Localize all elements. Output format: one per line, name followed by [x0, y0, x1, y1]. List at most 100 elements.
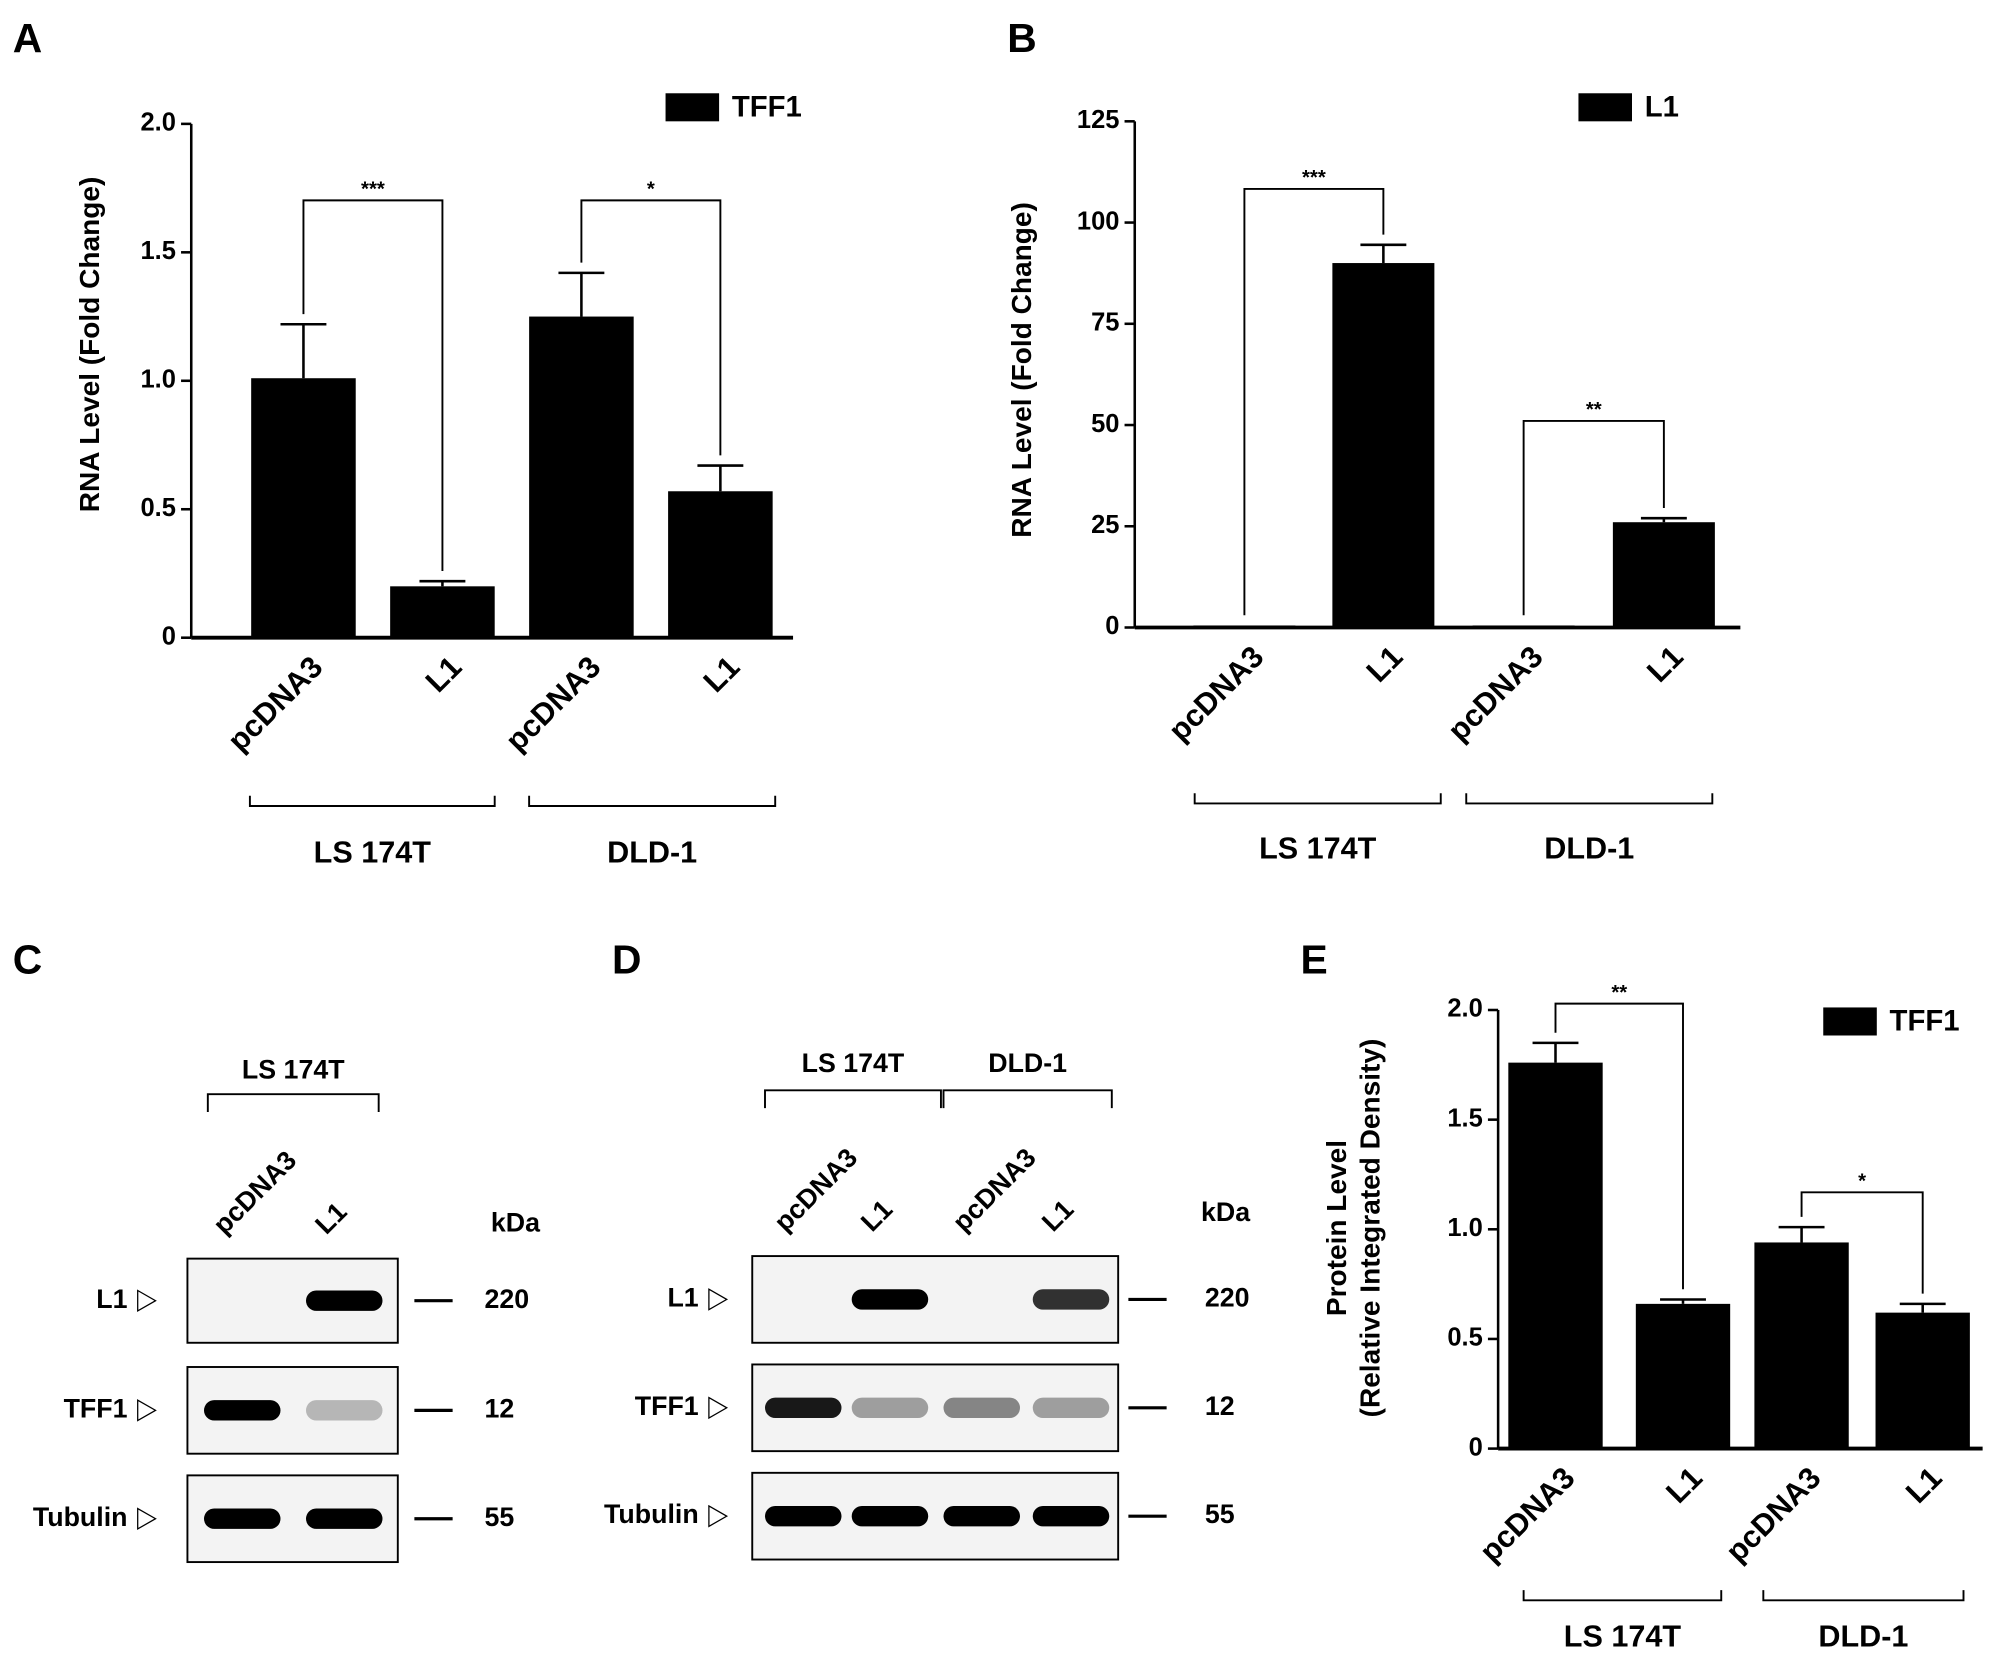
group-bracket: [1193, 793, 1442, 805]
blot-band: [943, 1505, 1020, 1527]
group-label: LS 174T: [802, 1048, 905, 1078]
row-label: L1: [667, 1283, 698, 1313]
y-axis-label: (Relative Integrated Density): [1354, 1039, 1385, 1418]
significance-bracket: [580, 199, 722, 456]
bar: [529, 316, 634, 638]
blot-band: [306, 1290, 383, 1311]
y-tick-label: 0: [162, 622, 176, 650]
group-bracket: [942, 1089, 1113, 1109]
bar: [390, 586, 495, 638]
error-bar: [697, 464, 744, 492]
size-label: 220: [485, 1284, 530, 1314]
group-label: DLD-1: [1544, 832, 1634, 866]
y-tick-label: 2.0: [1447, 995, 1482, 1023]
group-bracket: [1465, 793, 1714, 805]
y-tick-label: 50: [1091, 410, 1119, 438]
legend-label: L1: [1645, 90, 1679, 123]
bar: [1635, 1303, 1731, 1449]
y-axis-label: Protein Level: [1321, 1140, 1352, 1316]
significance-label: *: [647, 179, 655, 201]
lane-label: L1: [855, 1194, 898, 1237]
group-bracket: [528, 795, 777, 807]
x-tick-label: pcDNA3: [1719, 1461, 1827, 1569]
x-tick-label: L1: [1641, 640, 1690, 689]
significance-label: **: [1611, 982, 1627, 1004]
group-bracket: [1762, 1590, 1965, 1602]
legend-label: TFF1: [1890, 1005, 1960, 1038]
y-tick-label: 100: [1077, 207, 1120, 235]
panel-label: A: [13, 15, 42, 61]
bar: [1875, 1312, 1970, 1449]
row-arrow: [708, 1396, 729, 1420]
blot-band: [204, 1400, 281, 1421]
row-label: L1: [96, 1284, 127, 1314]
group-bracket: [248, 795, 496, 807]
blot-band: [943, 1397, 1020, 1418]
group-label: LS 174T: [1259, 832, 1377, 866]
y-tick-label: 25: [1091, 511, 1119, 539]
x-tick-label: pcDNA3: [1441, 640, 1549, 748]
x-tick-label: pcDNA3: [499, 650, 607, 758]
significance-label: **: [1586, 399, 1602, 421]
group-label: LS 174T: [1564, 1620, 1682, 1654]
panel-label: E: [1301, 937, 1328, 983]
blot-band: [851, 1505, 929, 1527]
y-tick-label: 2.0: [140, 109, 175, 137]
bar: [251, 378, 356, 638]
row-label: TFF1: [635, 1391, 699, 1421]
group-bracket: [206, 1093, 380, 1112]
error-bar: [558, 271, 605, 317]
legend-swatch: [665, 93, 720, 122]
significance-bracket: [1800, 1191, 1924, 1294]
y-tick-label: 1.0: [1447, 1214, 1482, 1242]
error-bar: [1640, 516, 1687, 523]
y-tick-label: 0.5: [140, 494, 175, 522]
bar: [1332, 263, 1435, 628]
blot-band: [1032, 1397, 1110, 1418]
lane-label: pcDNA3: [947, 1142, 1042, 1237]
error-bar: [1532, 1041, 1579, 1063]
y-axis-label: RNA Level (Fold Change): [74, 177, 105, 513]
y-tick-label: 125: [1077, 106, 1120, 134]
y-tick-label: 1.5: [1447, 1104, 1482, 1132]
panel-label: D: [612, 937, 641, 983]
significance-label: ***: [1302, 167, 1326, 189]
row-arrow: [137, 1289, 157, 1312]
blot-band: [306, 1400, 383, 1421]
legend-label: TFF1: [732, 90, 802, 123]
y-tick-label: 0: [1105, 612, 1119, 640]
lane-label: pcDNA3: [207, 1145, 302, 1240]
group-bracket: [764, 1089, 942, 1109]
bar: [1754, 1242, 1849, 1449]
row-label: Tubulin: [33, 1502, 128, 1532]
y-axis-label: RNA Level (Fold Change): [1006, 202, 1037, 538]
bar: [1508, 1062, 1603, 1449]
row-label: Tubulin: [604, 1499, 699, 1529]
size-label: 55: [485, 1502, 515, 1532]
bar: [1612, 522, 1715, 628]
group-label: DLD-1: [607, 836, 697, 870]
significance-label: *: [1858, 1171, 1866, 1193]
y-tick-label: 0: [1469, 1433, 1483, 1461]
significance-bracket: [302, 199, 444, 571]
bar: [668, 491, 773, 638]
legend-swatch: [1578, 93, 1632, 122]
error-bar: [1660, 1298, 1706, 1304]
row-arrow: [137, 1399, 157, 1422]
error-bar: [419, 579, 466, 587]
legend-swatch: [1823, 1007, 1877, 1036]
group-label: DLD-1: [1818, 1620, 1908, 1654]
group-bracket: [1522, 1590, 1723, 1602]
x-tick-label: L1: [1360, 640, 1409, 689]
blot-band: [1032, 1505, 1110, 1527]
significance-bracket: [1554, 1002, 1684, 1290]
lane-label: L1: [1036, 1194, 1079, 1237]
bar: [1193, 625, 1296, 628]
blot-band: [204, 1508, 281, 1529]
significance-label: ***: [361, 179, 385, 201]
x-tick-label: L1: [1660, 1461, 1709, 1510]
row-arrow: [708, 1288, 729, 1311]
x-tick-label: L1: [419, 650, 468, 699]
error-bar: [1899, 1302, 1946, 1313]
